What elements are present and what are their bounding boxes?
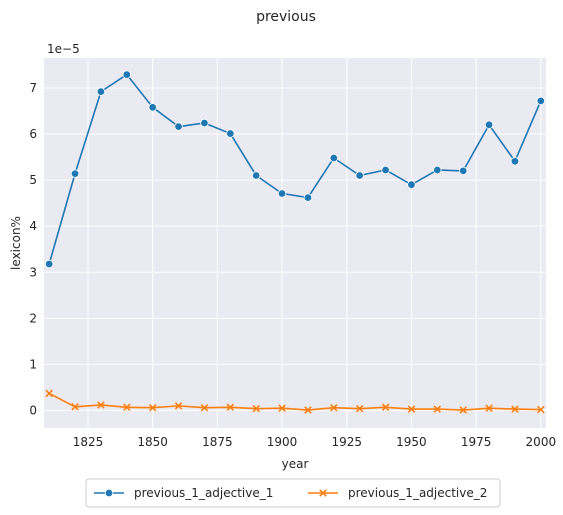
x-tick-label: 2000 — [526, 435, 557, 449]
data-point — [277, 189, 287, 198]
y-offset-label: 1e−5 — [47, 42, 80, 56]
y-tick-label: 3 — [29, 265, 37, 279]
y-tick-label: 7 — [29, 81, 37, 95]
legend-box — [85, 478, 501, 508]
data-point — [148, 403, 157, 412]
data-point — [407, 180, 416, 189]
data-point — [70, 169, 80, 178]
data-point — [303, 193, 313, 202]
x-tick-label: 1875 — [202, 435, 233, 449]
y-tick-label: 0 — [29, 403, 37, 417]
legend: previous_1_adjective_1 previous_1_adject… — [85, 478, 501, 508]
data-point — [381, 165, 390, 175]
data-point — [71, 403, 79, 411]
x-tick-label: 1825 — [73, 435, 104, 449]
data-point — [278, 404, 286, 412]
series-layer — [44, 70, 546, 414]
data-point — [510, 157, 520, 166]
data-point — [407, 405, 416, 413]
data-point — [251, 171, 261, 180]
data-point — [433, 165, 442, 175]
series-1 — [44, 70, 546, 269]
data-point — [226, 129, 235, 138]
series-2 — [45, 389, 545, 414]
data-point — [329, 153, 339, 163]
chart-title: previous — [256, 9, 316, 25]
grid-lines — [44, 58, 546, 428]
data-point — [484, 120, 494, 130]
legend-entry-series-2: previous_1_adjective_2 — [308, 486, 487, 500]
data-point — [174, 122, 183, 131]
legend-x-marker — [319, 489, 327, 497]
y-tick-label: 5 — [29, 173, 37, 187]
data-point — [174, 402, 183, 410]
x-axis-label: year — [282, 457, 309, 471]
data-point — [252, 404, 260, 413]
data-point — [122, 70, 132, 79]
legend-label-series-2: previous_1_adjective_2 — [348, 486, 487, 500]
data-point — [536, 96, 546, 106]
legend-label-series-1: previous_1_adjective_1 — [134, 486, 273, 500]
x-tick-label: 1925 — [331, 435, 362, 449]
data-point — [537, 405, 545, 414]
data-point — [45, 389, 53, 398]
data-point — [355, 171, 364, 180]
data-point — [381, 403, 390, 412]
x-tick-label: 1850 — [137, 435, 168, 449]
y-tick-label: 2 — [29, 311, 37, 325]
x-tick-labels: 1825 1850 1875 1900 1925 1950 1975 2000 — [73, 435, 556, 449]
legend-entry-series-1: previous_1_adjective_1 — [94, 486, 273, 500]
data-point — [304, 406, 312, 414]
data-point — [330, 403, 338, 412]
data-point — [96, 87, 106, 96]
data-point — [200, 118, 209, 128]
x-tick-label: 1900 — [267, 435, 298, 449]
data-point — [511, 405, 519, 413]
data-point — [200, 403, 209, 412]
data-point — [97, 401, 105, 409]
data-point — [433, 405, 442, 413]
series-line-2 — [48, 392, 541, 411]
data-point — [226, 403, 235, 412]
data-point — [485, 404, 493, 412]
data-point — [123, 403, 131, 412]
data-point — [459, 406, 467, 414]
series-line-1 — [48, 73, 542, 265]
y-tick-labels: 0 1 2 3 4 5 6 7 — [29, 81, 37, 418]
data-point — [458, 166, 468, 176]
y-axis-label: lexicon% — [9, 216, 23, 270]
data-point — [355, 404, 364, 413]
data-point — [148, 103, 157, 112]
x-tick-label: 1950 — [396, 435, 427, 449]
legend-marker-series-1 — [104, 488, 114, 498]
plot-area-background — [44, 58, 546, 428]
y-tick-label: 1 — [29, 357, 37, 371]
x-tick-label: 1975 — [461, 435, 492, 449]
y-tick-label: 6 — [29, 127, 37, 141]
data-point — [44, 259, 54, 269]
y-tick-label: 4 — [29, 219, 37, 233]
legend-marker-series-2 — [319, 489, 327, 497]
